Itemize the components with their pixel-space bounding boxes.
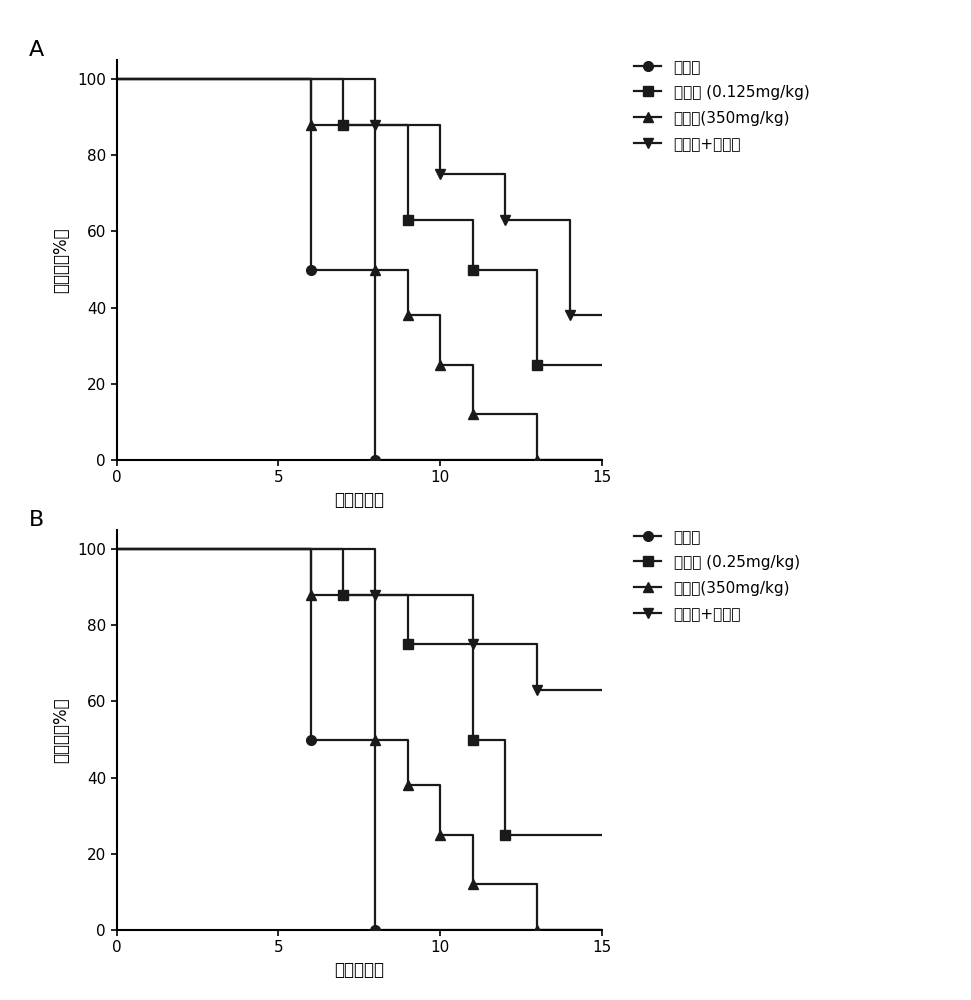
Legend: 对照组, 氟康唠 (0.125mg/kg), 烟酥胺(350mg/kg), 氟康唠+烟酥胺: 对照组, 氟康唠 (0.125mg/kg), 烟酥胺(350mg/kg), 氟康… (634, 60, 810, 152)
Y-axis label: 生存率（%）: 生存率（%） (52, 697, 70, 763)
Y-axis label: 生存率（%）: 生存率（%） (52, 227, 70, 293)
X-axis label: 时间（天）: 时间（天） (334, 491, 385, 509)
X-axis label: 时间（天）: 时间（天） (334, 961, 385, 979)
Text: B: B (29, 510, 45, 530)
Legend: 对照组, 氟康唠 (0.25mg/kg), 烟酥胺(350mg/kg), 氟康唠+烟酥胺: 对照组, 氟康唠 (0.25mg/kg), 烟酥胺(350mg/kg), 氟康唠… (634, 530, 800, 622)
Text: A: A (29, 40, 45, 60)
